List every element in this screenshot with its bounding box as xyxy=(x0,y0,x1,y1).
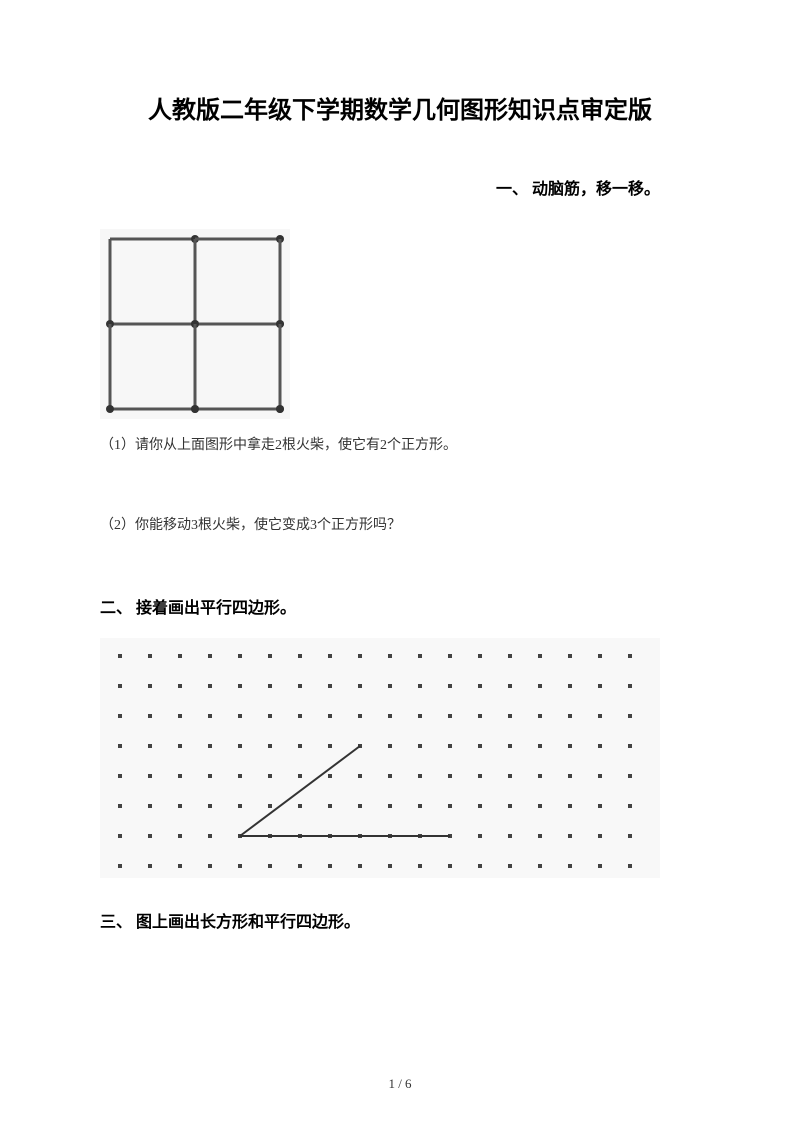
page-number: 1 / 6 xyxy=(388,1076,411,1092)
section-2-heading: 二、 接着画出平行四边形。 xyxy=(100,594,700,618)
question-2: （2）你能移动3根火柴，使它变成3个正方形吗？ xyxy=(100,514,700,534)
section-1-heading: 一、 动脑筋，移一移。 xyxy=(100,175,700,199)
question-1: （1）请你从上面图形中拿走2根火柴，使它有2个正方形。 xyxy=(100,434,700,454)
section-3-heading: 三、 图上画出长方形和平行四边形。 xyxy=(100,908,700,932)
dot-grid-figure xyxy=(100,638,660,878)
page-title: 人教版二年级下学期数学几何图形知识点审定版 xyxy=(100,90,700,125)
matchstick-figure xyxy=(100,229,290,419)
